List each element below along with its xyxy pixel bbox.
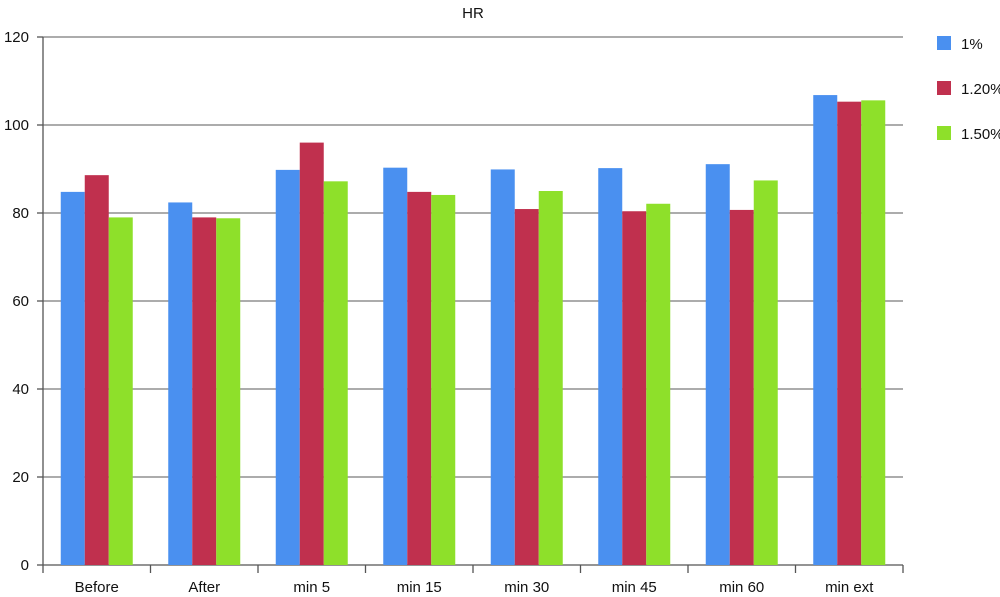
- x-tick-label: Before: [75, 579, 119, 596]
- bar-1-7: [705, 164, 730, 565]
- bar-1-6: [598, 168, 623, 565]
- bar-3-2: [216, 218, 241, 565]
- legend-swatch-1: [937, 36, 951, 50]
- bar-3-6: [646, 203, 671, 565]
- bar-2-6: [622, 211, 647, 566]
- chart-title: HR: [462, 5, 484, 22]
- x-tick-label: min 5: [293, 579, 330, 596]
- bar-2-3: [299, 142, 324, 565]
- bar-2-4: [407, 191, 432, 565]
- bar-2-1: [84, 175, 109, 565]
- legend-swatch-3: [937, 126, 951, 140]
- bar-3-8: [861, 100, 886, 566]
- bar-2-8: [837, 101, 862, 566]
- bar-1-5: [490, 169, 515, 565]
- x-tick-label: min 60: [719, 579, 764, 596]
- bar-2-7: [729, 209, 754, 566]
- bar-1-1: [60, 191, 85, 565]
- y-tick-label: 100: [4, 117, 29, 134]
- legend: 1% 1.20% 1.50%: [937, 36, 1000, 143]
- x-tick-label: min 30: [504, 579, 549, 596]
- legend-label-2: 1.20%: [961, 81, 1000, 98]
- axes: 0 20 40 60 80 100 120 Before After min 5 min 15 min…: [4, 29, 904, 596]
- bar-3-3: [323, 181, 348, 565]
- bar-1-2: [168, 202, 193, 565]
- y-tick-label: 60: [12, 293, 29, 310]
- legend-label-1: 1%: [961, 36, 983, 53]
- y-tick-label: 40: [12, 381, 29, 398]
- bars: [60, 95, 886, 566]
- x-tick-label: min 45: [612, 579, 657, 596]
- bar-1-3: [275, 169, 300, 565]
- bar-1-4: [383, 167, 408, 565]
- bar-1-8: [813, 95, 838, 565]
- bar-2-2: [192, 217, 217, 565]
- bar-3-7: [753, 180, 778, 565]
- x-tick-label: min 15: [397, 579, 442, 596]
- legend-label-3: 1.50%: [961, 126, 1000, 143]
- y-tick-label: 20: [12, 469, 29, 486]
- bar-3-1: [108, 217, 133, 565]
- bar-2-5: [514, 209, 539, 566]
- y-tick-label: 120: [4, 29, 29, 46]
- y-tick-label: 0: [21, 557, 29, 574]
- bar-3-5: [538, 191, 563, 565]
- bar-3-4: [431, 194, 456, 565]
- y-tick-label: 80: [12, 205, 29, 222]
- x-tick-label: min ext: [825, 579, 874, 596]
- x-tick-label: After: [188, 579, 220, 596]
- legend-swatch-2: [937, 81, 951, 95]
